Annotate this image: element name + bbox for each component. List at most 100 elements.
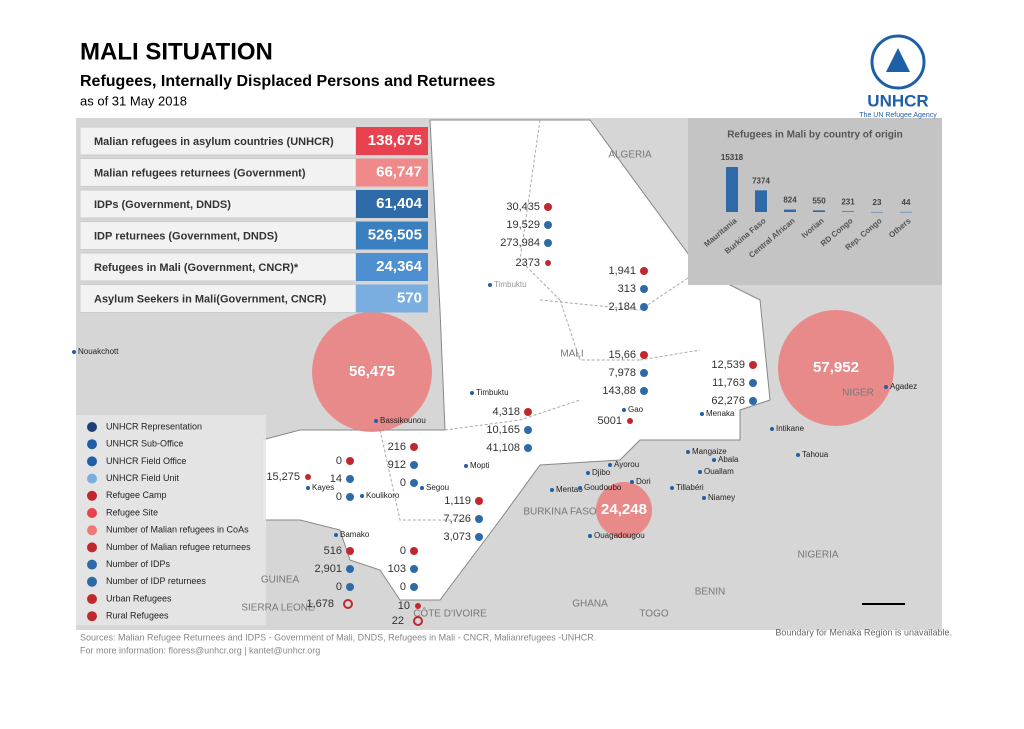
country-label: CÔTE D'IVOIRE [413, 607, 487, 620]
figure-icon [346, 475, 354, 483]
place-label: Intikane [776, 424, 805, 433]
stat-label: Malian refugees returnees (Government) [94, 167, 306, 179]
region-figure: 3,073 [443, 531, 471, 543]
legend-label: UNHCR Sub-Office [106, 439, 183, 449]
legend-label: Number of IDPs [106, 559, 171, 569]
place-marker [72, 350, 76, 354]
legend-symbol [87, 473, 97, 484]
country-label: ALGERIA [608, 150, 652, 161]
place-label: Bamako [340, 530, 370, 539]
legend-label: Number of IDP returnees [106, 576, 206, 586]
figure-icon [410, 461, 418, 469]
place-marker [588, 534, 592, 538]
country-label: BENIN [695, 587, 726, 598]
region-figure: 313 [618, 283, 636, 295]
stat-label: IDP returnees (Government, DNDS) [94, 230, 278, 242]
region-figure: 0 [400, 545, 406, 557]
place-marker [630, 480, 634, 484]
place-marker [712, 458, 716, 462]
urban-figure: 22 [392, 615, 404, 627]
figure-icon [544, 221, 552, 229]
logo-name: UNHCR [867, 91, 928, 110]
place-label: Menaka [706, 409, 735, 418]
country-label: MALI [560, 349, 583, 360]
region-figure: 12,539 [711, 359, 745, 371]
rural-icon [627, 418, 633, 424]
logo-tagline: The UN Refugee Agency [859, 112, 937, 119]
region-figure: 30,435 [506, 201, 540, 213]
place-marker [770, 427, 774, 431]
figure-icon [749, 361, 757, 369]
bar-label: 23 [873, 198, 882, 207]
place-label: Dori [636, 477, 651, 486]
figure-icon [640, 369, 648, 377]
mali-outline [261, 119, 771, 601]
place-marker [374, 419, 378, 423]
place-label: Mentao [556, 485, 583, 494]
legend-symbol [87, 508, 97, 518]
bar [784, 209, 796, 212]
place-marker [420, 486, 424, 490]
stat-value-box [356, 253, 428, 281]
place-marker [670, 486, 674, 490]
bar [813, 210, 825, 212]
place-marker [488, 283, 492, 287]
urban-icon [343, 599, 353, 609]
legend-symbol [87, 439, 97, 450]
stat-label-box [79, 252, 357, 282]
place-label: Ouallam [704, 467, 734, 476]
date: as of 31 May 2018 [80, 93, 187, 108]
stat-value-box [356, 284, 428, 313]
legend-symbol [87, 611, 97, 622]
stat-value-box [356, 190, 428, 218]
region-figure: 0 [336, 491, 342, 503]
bar [900, 211, 912, 213]
place-label: Djibo [592, 468, 611, 477]
figure-icon [410, 565, 418, 573]
figure-icon [640, 285, 648, 293]
region-figure: 11,763 [712, 377, 745, 389]
region-figure: 10,165 [486, 424, 520, 436]
region-figure: 216 [388, 441, 406, 453]
contact: For more information: floress@unhcr.org … [80, 645, 320, 655]
figure-icon [346, 583, 354, 591]
bar [871, 211, 883, 213]
figure-icon [640, 351, 648, 359]
coa-circle [312, 312, 432, 432]
stat-value-box [356, 158, 428, 187]
place-marker [550, 488, 554, 492]
subtitle: Refugees, Internally Displaced Persons a… [80, 73, 495, 90]
place-marker [686, 450, 690, 454]
country-label: NIGER [842, 388, 874, 399]
region-figure: 41,108 [486, 442, 520, 454]
legend-label: Rural Refugees [106, 611, 169, 621]
place-label: Nouakchott [78, 347, 119, 356]
region-figure: 4,318 [492, 406, 520, 418]
place-marker [702, 496, 706, 500]
region-figure: 912 [388, 459, 406, 471]
note: Boundary for Menaka Region is unavailabl… [775, 627, 952, 637]
place-marker [464, 464, 468, 468]
place-marker [334, 533, 338, 537]
bar-label: 44 [902, 198, 911, 207]
bar [726, 167, 738, 212]
stat-label-box [79, 284, 357, 313]
rural-figure: 15,275 [266, 471, 300, 483]
bar-label: 15318 [721, 153, 744, 162]
figure-icon [410, 479, 418, 487]
legend-label: Refugee Camp [106, 490, 167, 500]
urban-icon [413, 616, 423, 626]
figure-icon [346, 457, 354, 465]
figure-icon [475, 533, 483, 541]
region-figure: 0 [400, 581, 406, 593]
place-label: Gao [628, 405, 644, 414]
region-figure: 1,941 [608, 265, 636, 277]
country-label: TOGO [639, 609, 668, 620]
place-label: Tahoua [802, 450, 829, 459]
legend-symbol [87, 456, 97, 467]
figure-icon [524, 408, 532, 416]
place-label: Mangaize [692, 447, 727, 456]
figure-icon [524, 444, 532, 452]
place-label: Ouagadougou [594, 531, 645, 540]
